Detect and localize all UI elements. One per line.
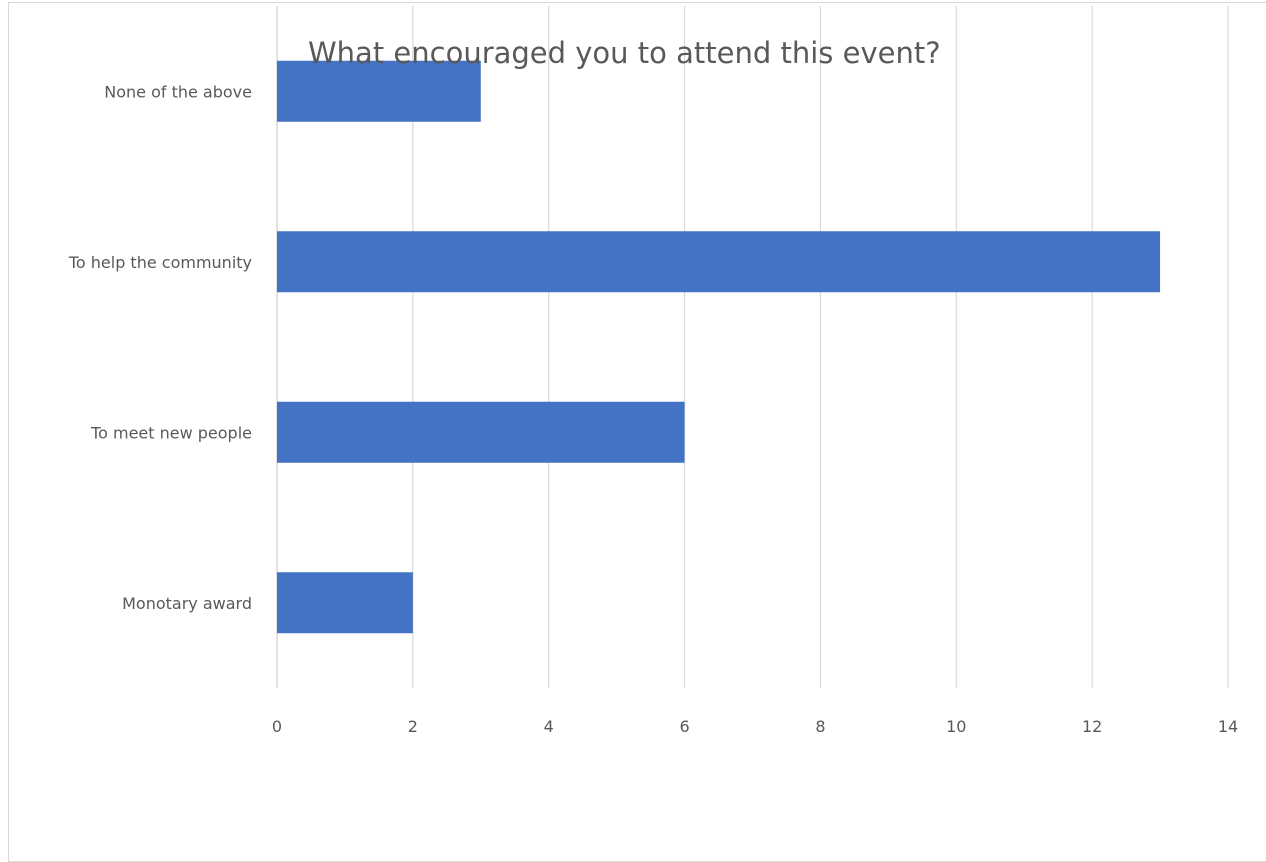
category-label: Monotary award	[122, 594, 252, 613]
x-tick-label: 10	[946, 717, 966, 736]
bar	[277, 231, 1161, 293]
category-label: None of the above	[104, 82, 252, 101]
x-tick-label: 14	[1218, 717, 1238, 736]
x-tick-label: 2	[408, 717, 418, 736]
category-label: To meet new people	[90, 423, 252, 442]
x-tick-label: 0	[272, 717, 282, 736]
category-label: To help the community	[68, 253, 252, 272]
bar	[277, 572, 413, 634]
x-tick-label: 12	[1082, 717, 1102, 736]
x-tick-label: 6	[679, 717, 689, 736]
x-tick-labels: 0 2 4 6 8 10 12 14	[272, 717, 1238, 736]
x-tick-label: 4	[544, 717, 554, 736]
x-tick-label: 8	[815, 717, 825, 736]
chart-title: What encouraged you to attend this event…	[308, 36, 941, 70]
bar	[277, 60, 481, 122]
bars	[277, 60, 1161, 634]
bar	[277, 401, 685, 463]
category-labels: Monotary award To meet new people To help …	[68, 82, 252, 613]
